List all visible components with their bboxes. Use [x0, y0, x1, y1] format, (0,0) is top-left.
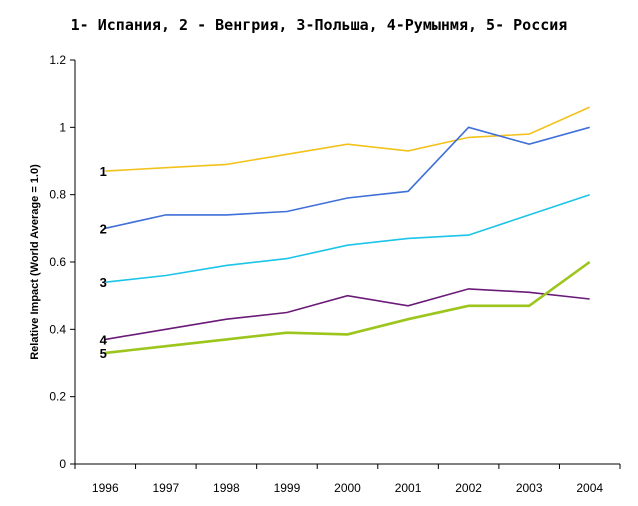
chart-series — [105, 106, 591, 355]
series-labels: 1 2 3 45 — [100, 164, 108, 361]
series-label-4: 4 — [100, 332, 108, 347]
y-tick-label: 0.6 — [49, 255, 66, 269]
x-tick-label: 2003 — [516, 481, 543, 495]
x-tick-label: 1999 — [274, 481, 301, 495]
y-tick-label: 1 — [59, 120, 66, 134]
series-label-2: 2 — [100, 221, 107, 236]
x-tick-label: 1998 — [213, 481, 240, 495]
chart-axes: 0 0.2 0.4 0.6 0.8 1 1.2 1996 1997 1998 1999 2000 200… — [49, 53, 621, 495]
y-tick-label: 0.8 — [49, 188, 66, 202]
x-tick-label: 2002 — [455, 481, 482, 495]
y-tick-label: 0 — [59, 457, 66, 471]
x-tick-label: 1997 — [152, 481, 179, 495]
series-label-3: 3 — [100, 275, 107, 290]
y-axis-label: Relative Impact (World Average = 1.0) — [29, 164, 41, 360]
series-label-5: 5 — [100, 346, 107, 361]
x-tick-label: 1996 — [92, 481, 119, 495]
y-tick-label: 0.4 — [49, 322, 66, 336]
x-tick-label: 2000 — [334, 481, 361, 495]
chart-title: 1- Испания, 2 - Венгрия, 3-Польша, 4-Рум… — [70, 16, 568, 34]
series-label-1: 1 — [100, 164, 107, 179]
series-line-4 — [105, 288, 590, 341]
series-line-3 — [105, 193, 590, 283]
y-tick-label: 1.2 — [49, 53, 66, 67]
series-line-5 — [105, 260, 591, 355]
x-tick-label: 2001 — [395, 481, 422, 495]
y-tick-label: 0.2 — [49, 390, 66, 404]
x-tick-label: 2004 — [576, 481, 603, 495]
series-line-2 — [105, 126, 590, 230]
series-line-1 — [105, 106, 591, 172]
